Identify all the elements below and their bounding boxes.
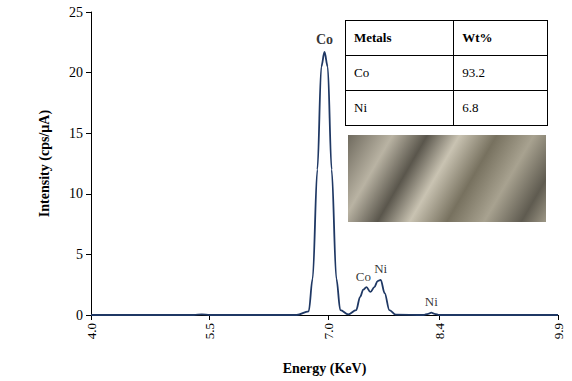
svg-text:5.5: 5.5 xyxy=(202,323,217,339)
svg-text:8.4: 8.4 xyxy=(432,323,447,340)
svg-text:Energy (KeV): Energy (KeV) xyxy=(283,361,367,377)
svg-text:0: 0 xyxy=(76,308,83,323)
html-text:Wt%: Wt% xyxy=(462,30,493,45)
html-text:Metals: Metals xyxy=(354,30,392,45)
html-text:6.8: 6.8 xyxy=(462,100,479,115)
svg-text:Co: Co xyxy=(356,269,371,284)
svg-text:Ni: Ni xyxy=(425,294,438,309)
svg-text:4.0: 4.0 xyxy=(84,323,99,339)
svg-text:10: 10 xyxy=(69,186,83,201)
html-text:93.2: 93.2 xyxy=(462,65,485,80)
svg-text:7.0: 7.0 xyxy=(321,323,336,339)
svg-text:Co: Co xyxy=(316,32,333,47)
html-text:Co: Co xyxy=(354,65,370,80)
svg-text:Intensity (cps/µA): Intensity (cps/µA) xyxy=(37,110,53,218)
svg-text:9.9: 9.9 xyxy=(551,323,566,339)
svg-text:Ni: Ni xyxy=(374,261,387,276)
svg-text:25: 25 xyxy=(69,5,83,20)
html-text:Ni: Ni xyxy=(354,100,367,115)
svg-text:20: 20 xyxy=(69,65,83,80)
svg-text:5: 5 xyxy=(76,247,83,262)
svg-text:15: 15 xyxy=(69,126,83,141)
